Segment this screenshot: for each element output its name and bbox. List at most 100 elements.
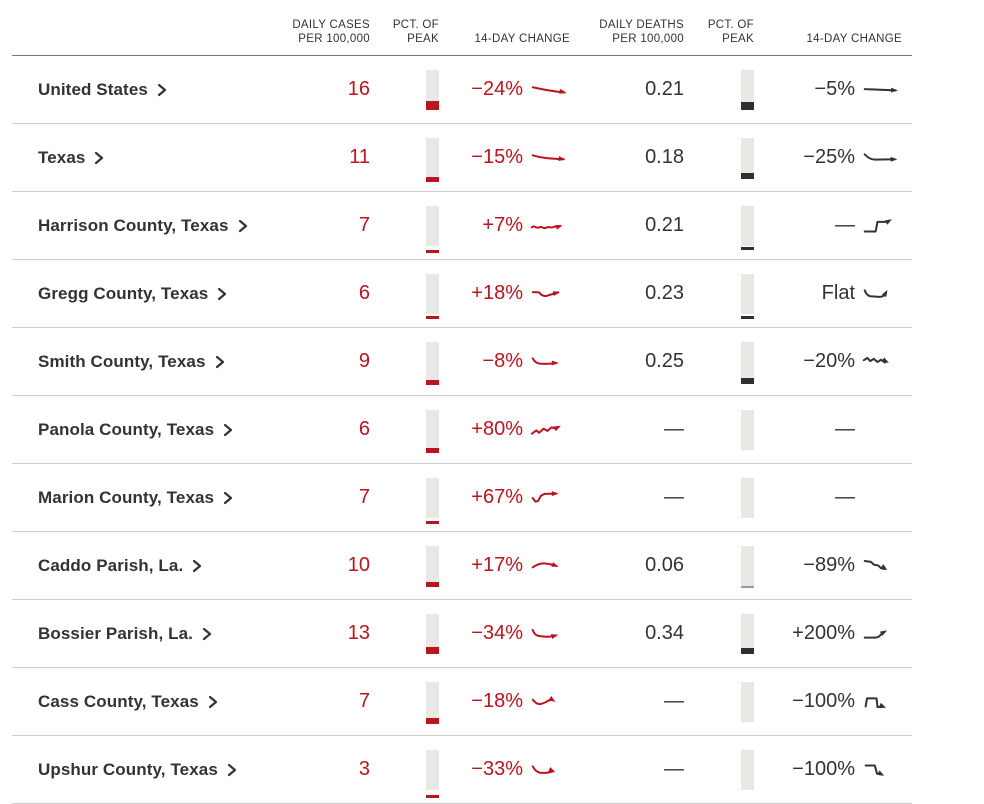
cases-pct-of-peak-bar xyxy=(382,260,472,327)
region-name-label: United States xyxy=(38,79,148,99)
region-name-label: Upshur County, Texas xyxy=(38,759,218,779)
region-name-label: Texas xyxy=(38,147,86,167)
deaths-14day-change: +200% xyxy=(788,622,912,645)
daily-cases-value: 10 xyxy=(347,554,370,576)
cases-14day-change: +7% xyxy=(472,214,576,237)
region-link[interactable]: Marion County, Texas xyxy=(12,488,334,508)
deaths-14day-change: −89% xyxy=(788,554,912,577)
deaths-14day-change: −20% xyxy=(788,350,912,373)
cases-pct-of-peak-bar xyxy=(382,600,472,667)
peak-bar-marker xyxy=(426,794,439,798)
daily-deaths-value: — xyxy=(664,418,684,440)
cases-change-label: −34% xyxy=(471,622,523,644)
cases-change-label: +18% xyxy=(471,282,523,304)
daily-cases-value: 11 xyxy=(349,146,370,168)
peak-bar-track xyxy=(426,137,439,182)
cases-trend-sparkline-icon xyxy=(531,290,560,297)
table-row: Texas 11 −15% 0.18 −25% xyxy=(12,124,912,192)
deaths-14day-change: Flat xyxy=(788,282,912,305)
deaths-change-label: — xyxy=(835,418,855,440)
cases-pct-of-peak-bar xyxy=(382,464,472,531)
region-link[interactable]: United States xyxy=(12,80,334,100)
cases-change-label: −8% xyxy=(482,350,523,372)
daily-deaths-value: 0.23 xyxy=(645,282,684,304)
daily-deaths-value: — xyxy=(664,758,684,780)
peak-bar-track xyxy=(741,69,754,110)
peak-bar-track xyxy=(426,69,439,110)
deaths-pct-of-peak-bar xyxy=(692,532,788,599)
deaths-pct-of-peak-bar xyxy=(692,328,788,395)
chevron-right-icon xyxy=(215,355,224,368)
cases-pct-of-peak-bar xyxy=(382,668,472,735)
region-name-label: Caddo Parish, La. xyxy=(38,555,184,575)
peak-bar-track xyxy=(426,613,439,654)
region-link[interactable]: Bossier Parish, La. xyxy=(12,624,334,644)
peak-bar-marker xyxy=(741,101,754,110)
table-row: Harrison County, Texas 7 +7% 0.21 — xyxy=(12,192,912,260)
deaths-pct-of-peak-bar xyxy=(692,736,788,803)
peak-bar-marker xyxy=(426,447,439,453)
deaths-change-label: −5% xyxy=(814,78,855,100)
table-row: Marion County, Texas 7 +67% — — xyxy=(12,464,912,532)
deaths-change-label: +200% xyxy=(792,622,855,644)
deaths-14day-change: −25% xyxy=(788,146,912,169)
cases-14day-change: −15% xyxy=(471,146,576,169)
table-row: Bossier Parish, La. 13 −34% 0.34 +200% xyxy=(12,600,912,668)
daily-cases-value: 7 xyxy=(358,214,370,236)
deaths-pct-of-peak-bar xyxy=(692,396,788,463)
chevron-right-icon xyxy=(224,423,233,436)
cases-14day-change: +18% xyxy=(471,282,576,305)
region-link[interactable]: Texas xyxy=(12,148,334,168)
region-name-label: Marion County, Texas xyxy=(38,487,215,507)
daily-cases-value: 16 xyxy=(347,78,370,100)
peak-bar-track xyxy=(426,477,439,524)
chevron-right-icon xyxy=(218,287,227,300)
chevron-right-icon xyxy=(157,83,167,96)
cases-14day-change: +17% xyxy=(471,554,576,577)
chevron-right-icon xyxy=(208,695,217,708)
region-link[interactable]: Cass County, Texas xyxy=(12,692,334,712)
region-name-label: Panola County, Texas xyxy=(38,419,215,439)
peak-bar-marker xyxy=(426,581,439,587)
daily-deaths-value: 0.21 xyxy=(645,78,684,100)
peak-bar-track xyxy=(741,409,754,450)
cases-trend-sparkline-icon xyxy=(531,628,559,639)
cases-trend-sparkline-icon xyxy=(531,764,556,774)
table-row: Caddo Parish, La. 10 +17% 0.06 −89% xyxy=(12,532,912,600)
deaths-pct-of-peak-bar xyxy=(692,464,788,531)
daily-deaths-value: 0.18 xyxy=(645,146,684,168)
covid-tracker-table: DAILY CASES PER 100,000 PCT. OF PEAK 14-… xyxy=(12,0,912,804)
cases-trend-sparkline-icon xyxy=(531,356,559,365)
peak-bar-track xyxy=(426,749,439,798)
region-name-label: Cass County, Texas xyxy=(38,691,199,711)
cases-change-label: +17% xyxy=(471,554,523,576)
cases-14day-change: −8% xyxy=(472,350,576,373)
region-link[interactable]: Caddo Parish, La. xyxy=(12,556,334,576)
cases-change-label: −15% xyxy=(471,146,523,168)
cases-change-label: −18% xyxy=(471,690,523,712)
deaths-change-label: Flat xyxy=(821,282,855,304)
cases-trend-sparkline-icon xyxy=(530,425,561,435)
rows: United States 16 −24% 0.21 −5% Texas 11 xyxy=(12,56,912,804)
deaths-14day-change: — xyxy=(788,486,912,509)
region-link[interactable]: Smith County, Texas xyxy=(12,352,334,372)
chevron-right-icon xyxy=(224,491,233,504)
region-link[interactable]: Upshur County, Texas xyxy=(12,760,334,780)
cases-pct-of-peak-bar xyxy=(382,56,472,123)
region-link[interactable]: Gregg County, Texas xyxy=(12,284,334,304)
cases-14day-change: −33% xyxy=(471,758,576,781)
region-name-label: Bossier Parish, La. xyxy=(38,623,193,643)
deaths-change-label: −20% xyxy=(803,350,855,372)
daily-cases-value: 9 xyxy=(358,350,370,372)
header-cases-14day-change: 14-DAY CHANGE xyxy=(474,33,570,45)
deaths-pct-of-peak-bar xyxy=(692,600,788,667)
peak-bar-track xyxy=(741,545,754,588)
peak-bar-marker xyxy=(741,172,754,179)
deaths-trend-sparkline-icon xyxy=(863,87,898,93)
peak-bar-marker xyxy=(426,315,439,319)
cases-trend-sparkline-icon xyxy=(531,85,567,94)
deaths-pct-of-peak-bar xyxy=(692,124,788,191)
region-link[interactable]: Panola County, Texas xyxy=(12,420,334,440)
region-link[interactable]: Harrison County, Texas xyxy=(12,216,334,236)
daily-deaths-value: — xyxy=(664,690,684,712)
